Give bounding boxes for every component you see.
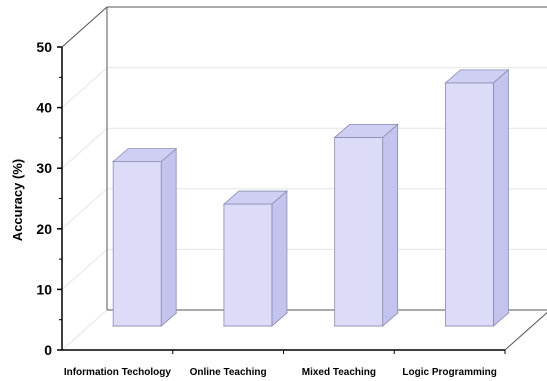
y-tick-label: 30 [36,160,52,176]
y-tick-label: 20 [36,221,52,237]
bar-top-face [444,69,510,84]
floor-right-edge [504,311,547,351]
y-tick-labels: 0 10 20 30 40 50 [36,39,52,358]
bar-side-face [271,190,288,327]
gridline-side [61,309,108,351]
bar-front-face [445,82,494,327]
top-diagonal-edge [61,6,108,48]
bar-side-face [160,147,177,327]
bar-top-face [112,148,178,163]
x-tick-label: Information Techology [64,367,171,378]
y-axis-label: Accuracy (%) [10,159,25,241]
x-tick-label: Mixed Teaching [302,367,376,378]
gridline-side [61,188,108,230]
bar [444,68,510,327]
gridline-side [61,67,108,108]
x-tick-label: Logic Programming [402,367,496,378]
gridline-side [61,127,108,169]
y-tick-label: 10 [36,281,52,297]
x-tick-labels: Information Techology Online Teaching Mixe… [64,367,497,378]
bar [333,123,399,327]
bar-front-face [334,136,384,327]
bar [112,147,178,327]
y-tick-label: 0 [44,342,52,358]
gridline-side [61,249,108,290]
bars [112,68,510,327]
x-tick-label: Online Teaching [190,367,267,378]
bar-top-face [333,123,399,138]
bar-side-face [493,68,509,327]
bar-top-face [222,190,288,205]
bar-front-face [112,161,162,327]
bar-front-face [223,203,273,327]
bar-side-face [382,123,399,327]
bar [222,190,288,327]
y-tick-label: 40 [36,100,52,116]
y-tick-label: 50 [36,39,52,55]
